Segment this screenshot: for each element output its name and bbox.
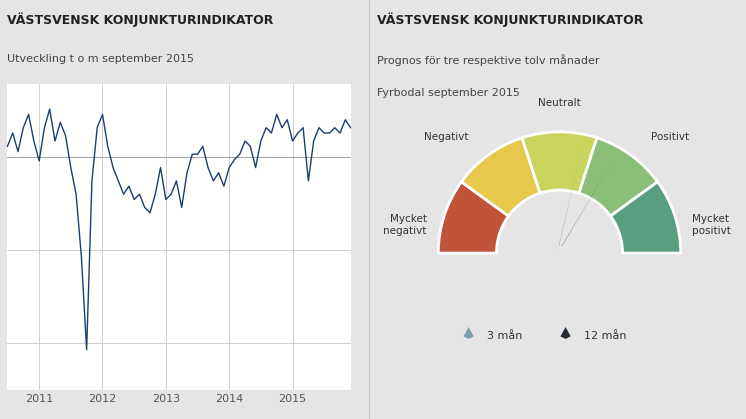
Text: VÄSTSVENSK KONJUNKTURINDIKATOR: VÄSTSVENSK KONJUNKTURINDIKATOR [7,13,274,27]
Circle shape [553,246,566,260]
Text: Mycket
positivt: Mycket positivt [692,214,731,235]
Text: Mycket
negativt: Mycket negativt [383,214,427,235]
Text: Utveckling t o m september 2015: Utveckling t o m september 2015 [7,54,195,65]
Text: 12 mån: 12 mån [583,331,626,341]
Wedge shape [579,138,657,216]
Text: 3 mån: 3 mån [486,331,522,341]
Text: Fyrbodal september 2015: Fyrbodal september 2015 [377,88,520,98]
Text: Neutralt: Neutralt [538,98,581,108]
Polygon shape [551,146,582,260]
Wedge shape [522,132,597,193]
Polygon shape [552,161,613,260]
Wedge shape [610,182,681,253]
Wedge shape [439,182,509,253]
Text: Positivt: Positivt [651,132,689,142]
Text: Prognos för tre respektive tolv månader: Prognos för tre respektive tolv månader [377,54,599,66]
Text: Negativt: Negativt [424,132,468,142]
Text: VÄSTSVENSK KONJUNKTURINDIKATOR: VÄSTSVENSK KONJUNKTURINDIKATOR [377,13,643,27]
Polygon shape [560,327,571,339]
Polygon shape [463,327,474,339]
Wedge shape [462,138,540,216]
